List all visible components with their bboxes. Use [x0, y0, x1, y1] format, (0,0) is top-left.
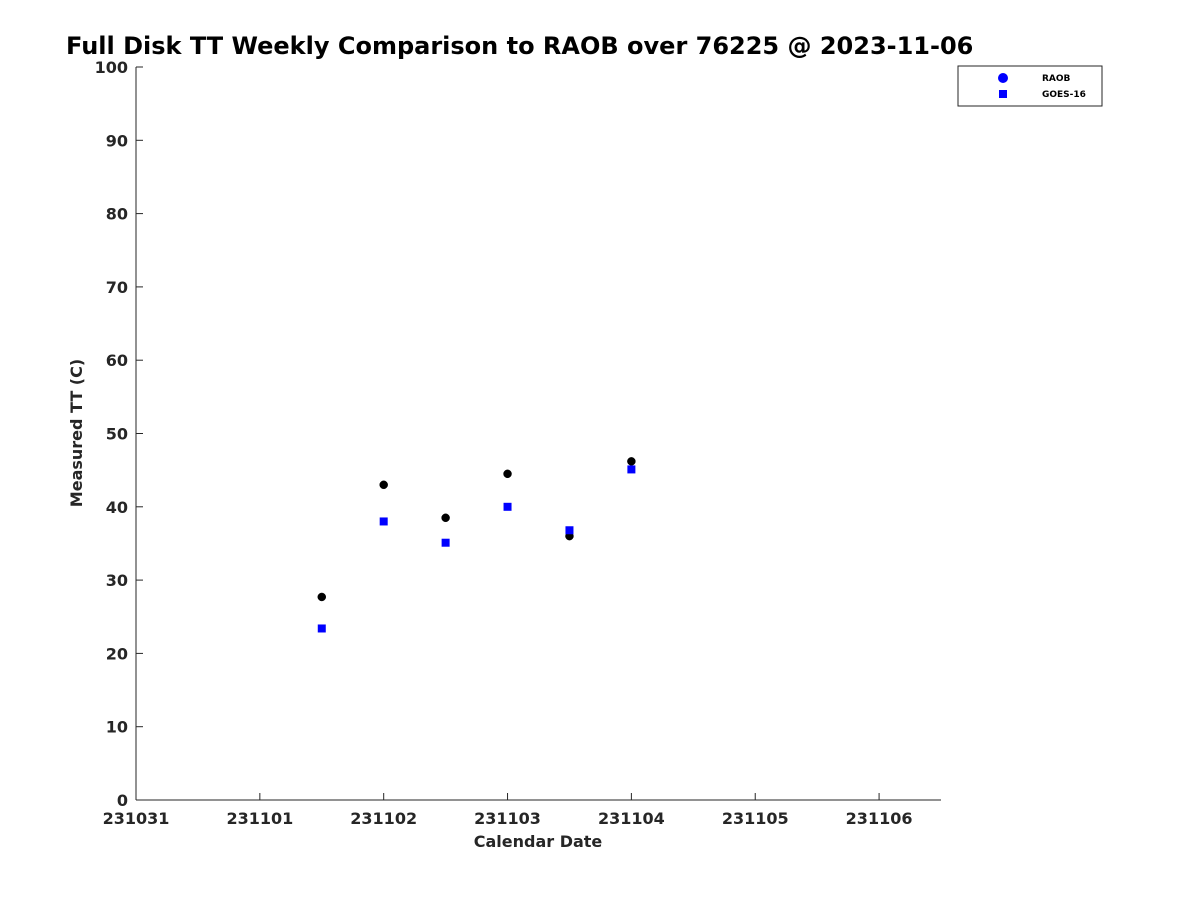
y-tick-label: 0	[117, 791, 128, 810]
raob-point	[379, 480, 388, 490]
y-tick-label: 50	[106, 425, 128, 444]
goes-16-point	[441, 538, 450, 547]
x-tick-label: 231102	[350, 809, 417, 828]
x-tick-label: 231104	[598, 809, 665, 828]
chart-title: Full Disk TT Weekly Comparison to RAOB o…	[66, 32, 973, 60]
x-axis-label: Calendar Date	[474, 832, 603, 851]
y-tick-label: 20	[106, 644, 128, 663]
raob-point	[503, 469, 512, 479]
y-tick-label: 40	[106, 498, 128, 517]
y-tick-label: 80	[106, 205, 128, 224]
y-axis-label: Measured TT (C)	[67, 359, 86, 507]
legend-goes-16-marker	[999, 90, 1007, 98]
x-tick-label: 231106	[846, 809, 913, 828]
axes	[135, 67, 941, 801]
y-tick-label: 30	[106, 571, 128, 590]
legend-box	[957, 65, 1103, 107]
data-points	[317, 457, 636, 633]
y-tick-label: 10	[106, 718, 128, 737]
y-tick-label: 100	[95, 58, 128, 77]
legend-raob-marker	[998, 73, 1008, 83]
x-axis-ticks: 231031 231101 231102 231103 231104 231105 2311…	[103, 793, 913, 828]
x-tick-label: 231103	[474, 809, 541, 828]
y-tick-label: 70	[106, 278, 128, 297]
goes-16-point	[627, 465, 636, 474]
legend[interactable]: RAOB GOES-16	[957, 65, 1103, 107]
goes-16-point	[317, 624, 326, 633]
raob-point	[441, 513, 450, 523]
goes-16-point	[379, 517, 388, 526]
goes-16-point	[503, 502, 512, 511]
legend-label: RAOB	[1042, 74, 1071, 84]
y-tick-label: 60	[106, 351, 128, 370]
raob-point	[627, 457, 636, 466]
x-tick-label: 231105	[722, 809, 789, 828]
legend-label: GOES-16	[1042, 90, 1086, 100]
y-tick-label: 90	[106, 131, 128, 150]
raob-point	[317, 592, 327, 602]
x-tick-label: 231031	[103, 809, 170, 828]
y-axis-ticks: 0 10 20 30 40 50 60 70 80 90 100	[95, 58, 143, 810]
goes-16-point	[565, 526, 574, 535]
x-tick-label: 231101	[226, 809, 293, 828]
